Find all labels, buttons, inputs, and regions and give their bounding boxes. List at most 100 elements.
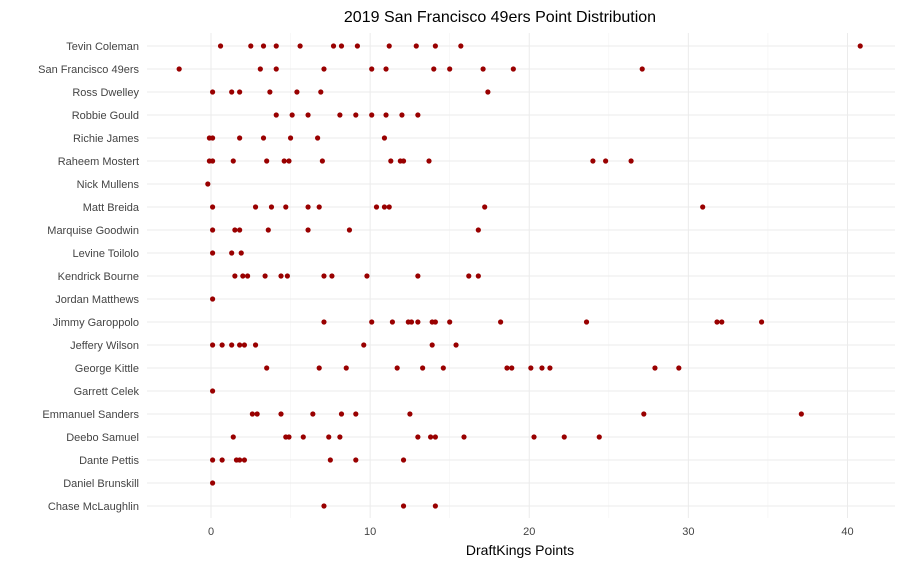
data-point — [714, 319, 720, 325]
data-point — [219, 457, 225, 463]
data-point — [338, 43, 345, 49]
data-point — [388, 158, 394, 164]
data-point — [420, 365, 426, 371]
data-point — [528, 365, 534, 371]
data-point — [415, 273, 421, 279]
data-point — [400, 457, 407, 463]
data-point — [386, 204, 392, 210]
y-tick-label: Robbie Gould — [72, 110, 139, 122]
data-point — [262, 273, 268, 279]
data-point — [249, 411, 255, 417]
data-point — [209, 158, 216, 164]
data-point — [209, 388, 216, 394]
data-point — [327, 457, 333, 463]
data-point — [354, 43, 360, 49]
data-point — [232, 227, 238, 233]
data-point — [719, 319, 725, 325]
y-tick-label: George Kittle — [75, 363, 139, 375]
data-point — [260, 43, 267, 49]
data-point — [240, 273, 246, 279]
data-point — [369, 319, 375, 325]
data-point — [248, 43, 254, 49]
data-point — [219, 342, 225, 348]
data-point — [229, 342, 235, 348]
data-point — [278, 411, 284, 417]
data-point — [321, 503, 327, 509]
data-point — [329, 273, 335, 279]
data-point — [238, 250, 244, 256]
data-point — [798, 411, 804, 417]
data-point — [639, 66, 645, 72]
data-point — [583, 319, 590, 325]
data-point — [413, 43, 419, 49]
data-point — [373, 204, 380, 210]
data-point — [429, 342, 435, 348]
data-point — [603, 158, 609, 164]
data-point — [267, 89, 273, 95]
data-point — [294, 89, 300, 95]
x-axis-label: DraftKings Points — [466, 542, 574, 558]
data-point — [232, 273, 238, 279]
data-point — [310, 411, 316, 417]
data-point — [273, 112, 279, 118]
data-point — [415, 112, 421, 118]
x-tick-label: 0 — [208, 526, 214, 538]
data-point — [230, 434, 236, 440]
data-point — [432, 434, 438, 440]
data-point — [241, 457, 248, 463]
data-point — [480, 66, 486, 72]
y-tick-label: Jeffery Wilson — [70, 340, 139, 352]
data-point — [361, 342, 367, 348]
data-point — [394, 365, 400, 371]
data-point — [447, 66, 453, 72]
data-point — [260, 135, 267, 141]
data-point — [273, 66, 279, 72]
data-point — [641, 411, 647, 417]
data-point — [321, 66, 327, 72]
data-point — [264, 365, 270, 371]
x-tick-label: 30 — [682, 526, 694, 538]
data-point — [628, 158, 634, 164]
data-point — [209, 342, 216, 348]
data-point — [590, 158, 596, 164]
y-tick-label: Raheem Mostert — [58, 156, 139, 168]
y-tick-label: Chase McLaughlin — [48, 501, 139, 513]
x-tick-label: 20 — [523, 526, 535, 538]
data-point — [209, 296, 216, 302]
data-point — [440, 365, 446, 371]
data-point — [466, 273, 472, 279]
data-point — [264, 158, 270, 164]
data-point — [383, 66, 389, 72]
data-point — [209, 480, 216, 486]
data-points — [176, 43, 863, 509]
grid — [147, 33, 895, 518]
data-point — [386, 43, 392, 49]
data-point — [700, 204, 706, 210]
data-point — [316, 204, 322, 210]
data-point — [241, 342, 248, 348]
data-point — [758, 319, 765, 325]
data-point — [510, 66, 516, 72]
data-point — [289, 112, 295, 118]
data-point — [431, 66, 437, 72]
data-point — [369, 66, 375, 72]
y-tick-label: Daniel Brunskill — [63, 478, 139, 490]
y-tick-label: Tevin Coleman — [66, 41, 139, 53]
data-point — [596, 434, 602, 440]
data-point — [338, 411, 345, 417]
data-point — [475, 273, 481, 279]
data-point — [432, 319, 438, 325]
data-point — [353, 112, 359, 118]
y-tick-label: Marquise Goodwin — [47, 225, 139, 237]
data-point — [475, 227, 481, 233]
data-point — [381, 204, 388, 210]
data-point — [337, 112, 343, 118]
data-point — [509, 365, 515, 371]
data-point — [237, 457, 243, 463]
data-point — [531, 434, 537, 440]
y-tick-label: Richie James — [73, 133, 140, 145]
data-point — [283, 204, 289, 210]
data-point — [407, 411, 413, 417]
data-point — [321, 273, 327, 279]
data-point — [400, 158, 407, 164]
